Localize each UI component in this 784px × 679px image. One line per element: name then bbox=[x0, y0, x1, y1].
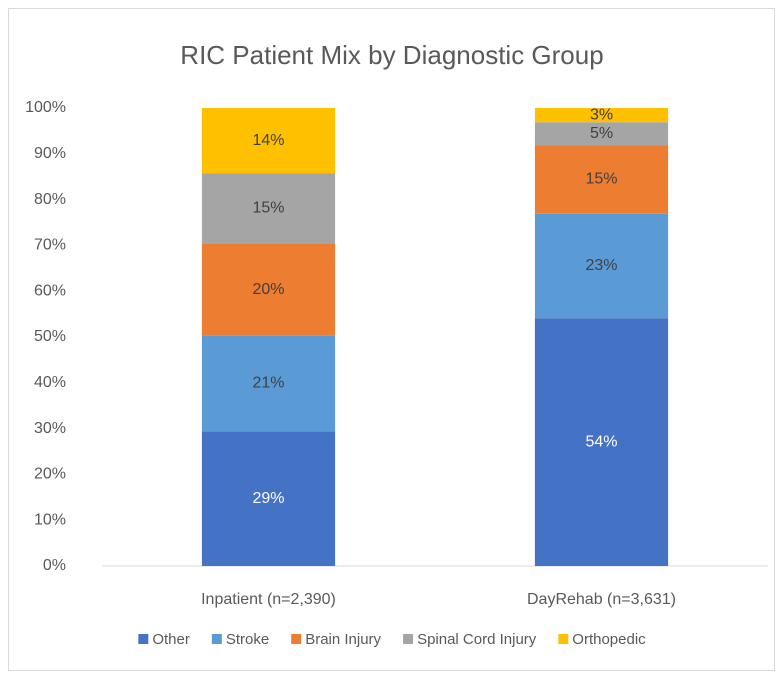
y-tick-label: 100% bbox=[25, 99, 66, 116]
data-label: 23% bbox=[585, 257, 617, 274]
bar-segment bbox=[534, 145, 669, 214]
legend-swatch bbox=[211, 634, 222, 644]
legend-label: Brain Injury bbox=[305, 631, 381, 648]
y-tick-label: 20% bbox=[34, 466, 66, 483]
data-label: 15% bbox=[585, 171, 617, 188]
y-tick-label: 60% bbox=[34, 282, 66, 299]
legend-swatch bbox=[138, 634, 149, 644]
legend-label: Spinal Cord Injury bbox=[417, 631, 537, 648]
y-tick-label: 50% bbox=[34, 328, 66, 345]
bar-segment bbox=[201, 108, 336, 174]
y-tick-label: 80% bbox=[34, 191, 66, 208]
legend-swatch bbox=[403, 634, 414, 644]
bar-segment bbox=[534, 108, 669, 123]
legend-label: Other bbox=[152, 631, 190, 648]
bar-segment bbox=[201, 335, 336, 432]
bar-segment bbox=[534, 122, 669, 146]
legend-label: Orthopedic bbox=[572, 631, 646, 648]
data-label: 5% bbox=[590, 125, 613, 142]
data-label: 14% bbox=[252, 132, 284, 149]
bar-segment bbox=[201, 173, 336, 244]
chart-title: RIC Patient Mix by Diagnostic Group bbox=[180, 40, 603, 70]
bar-segment bbox=[534, 213, 669, 319]
y-tick-label: 10% bbox=[34, 511, 66, 528]
bar-segment bbox=[534, 318, 669, 566]
x-tick-label: DayRehab (n=3,631) bbox=[527, 591, 676, 608]
data-label: 29% bbox=[252, 490, 284, 507]
data-label: 20% bbox=[252, 281, 284, 298]
legend-swatch bbox=[291, 634, 302, 644]
y-tick-label: 70% bbox=[34, 237, 66, 254]
bar-segment bbox=[201, 243, 336, 336]
data-label: 21% bbox=[252, 375, 284, 392]
bar-segment bbox=[201, 431, 336, 566]
data-label: 15% bbox=[252, 200, 284, 217]
data-label: 54% bbox=[585, 433, 617, 450]
y-tick-label: 30% bbox=[34, 420, 66, 437]
y-tick-label: 0% bbox=[43, 557, 66, 574]
y-tick-label: 90% bbox=[34, 145, 66, 162]
x-tick-label: Inpatient (n=2,390) bbox=[201, 591, 336, 608]
legend-label: Stroke bbox=[226, 631, 269, 648]
legend-swatch bbox=[558, 634, 569, 644]
data-label: 3% bbox=[590, 106, 613, 123]
y-tick-label: 40% bbox=[34, 374, 66, 391]
